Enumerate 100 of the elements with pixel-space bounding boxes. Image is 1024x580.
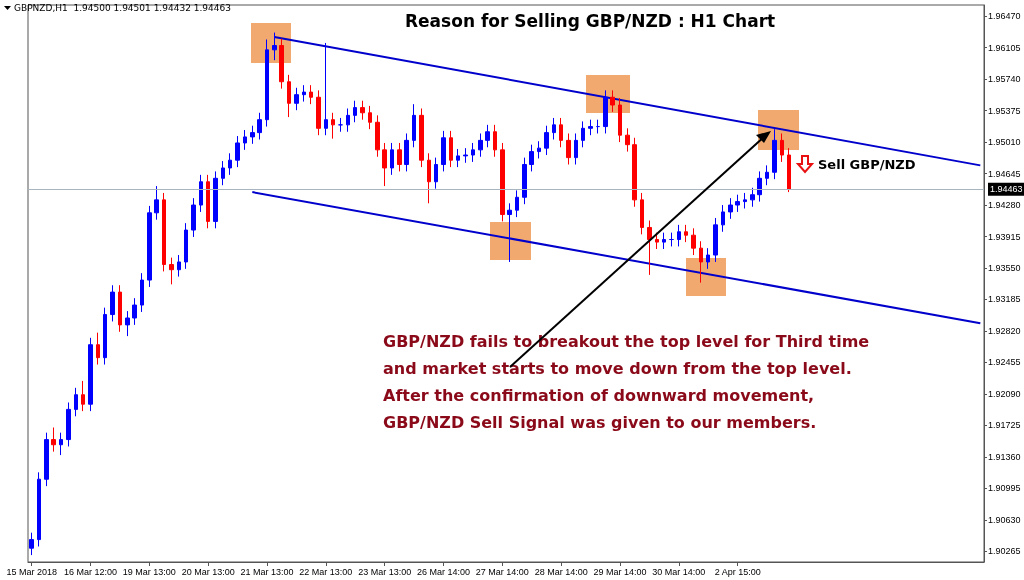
candlestick [757, 170, 762, 203]
candlestick [772, 128, 777, 180]
y-tick-label: 1.93915 [988, 231, 1021, 242]
annotation: Sell GBP/NZD [818, 157, 916, 172]
candlestick [463, 147, 468, 164]
annotation: GBP/NZD fails to breakout the top level for Third time and market starts to move down from the top level. After the confirmation of downward movement, GBP/NZD Sell Signal was given to our members. [383, 332, 870, 432]
ref-line-label: 1.94463 [990, 184, 1023, 195]
candlestick [265, 38, 269, 128]
candlestick [279, 38, 284, 90]
candlestick [404, 132, 409, 172]
candlestick [478, 132, 483, 158]
x-tick-label: 27 Mar 14:00 [475, 566, 529, 577]
candlestick [154, 185, 159, 221]
y-tick-label: 1.95740 [988, 74, 1021, 85]
candlestick [728, 197, 733, 220]
candlestick [552, 117, 556, 141]
candlestick [750, 187, 755, 208]
y-tick-label: 1.90265 [988, 546, 1021, 557]
candlestick [353, 100, 357, 123]
candlestick [699, 240, 703, 284]
candlestick [632, 137, 637, 208]
candlestick [125, 310, 130, 337]
candlestick [537, 140, 541, 159]
candlestick [309, 84, 313, 105]
candlestick [375, 114, 380, 158]
candlestick [588, 119, 593, 136]
candlestick [780, 132, 784, 163]
candlestick [29, 532, 34, 556]
candlestick [507, 202, 512, 263]
candlestick [434, 157, 438, 190]
candlestick [706, 247, 710, 270]
candlestick [257, 112, 262, 141]
candlestick [37, 471, 41, 547]
y-tick-label: 1.90995 [988, 483, 1021, 494]
candlestick [66, 401, 71, 447]
candlestick [346, 107, 350, 133]
candlestick [743, 192, 747, 209]
x-tick-label: 29 Mar 14:00 [593, 566, 647, 577]
candlestick [713, 217, 718, 263]
candlestick [449, 130, 453, 168]
candlestick [44, 432, 49, 487]
candlestick [338, 117, 343, 133]
candlestick [118, 284, 122, 333]
candlestick [316, 89, 321, 136]
candlestick [221, 160, 225, 186]
candlestick [581, 120, 585, 148]
x-tick-label: 23 Mar 13:00 [358, 566, 412, 577]
candlestick [669, 232, 674, 247]
y-tick-label: 1.91360 [988, 451, 1021, 462]
candlestick [368, 105, 372, 130]
candlestick [647, 220, 652, 276]
candlestick [110, 284, 115, 322]
x-tick-label: 30 Mar 14:00 [652, 566, 706, 577]
x-tick-label: 19 Mar 13:00 [122, 566, 176, 577]
candlestick [522, 157, 527, 205]
x-tick-label: 28 Mar 14:00 [534, 566, 588, 577]
x-tick-label: 21 Mar 13:00 [240, 566, 294, 577]
candlestick [493, 124, 497, 158]
y-tick-label: 1.95375 [988, 105, 1021, 116]
candlestick [500, 142, 505, 222]
candlestick [382, 142, 387, 187]
candlestick [427, 152, 431, 204]
candlestick [51, 426, 56, 453]
candlestick [213, 170, 218, 229]
candlestick [529, 144, 534, 172]
candlestick [81, 380, 85, 412]
candlestick [331, 112, 335, 140]
candlestick [287, 74, 291, 118]
y-tick-label: 1.94645 [988, 168, 1021, 179]
candlestick [566, 132, 571, 166]
y-tick-label: 1.92090 [988, 388, 1021, 399]
candlestick [132, 297, 137, 326]
candlestick [324, 42, 328, 136]
candlestick [618, 97, 622, 143]
candlestick [625, 127, 630, 153]
candlestick [765, 164, 769, 186]
candlestick [250, 125, 255, 145]
candlestick [603, 89, 608, 134]
candlestick [419, 107, 424, 168]
candlestick [485, 124, 490, 148]
x-tick-label: 16 Mar 12:00 [63, 566, 118, 577]
candlestick [456, 148, 460, 168]
y-tick-label: 1.90630 [988, 514, 1021, 525]
candlestick [515, 189, 519, 218]
candlestick [360, 100, 365, 121]
candlestick [169, 257, 174, 285]
candlestick [677, 224, 681, 247]
candlestick [397, 142, 402, 172]
candlestick [74, 387, 78, 417]
candlestick [684, 224, 688, 243]
candlestick [640, 192, 644, 235]
x-tick-label: 15 Mar 2018 [6, 566, 57, 577]
x-tick-label: 20 Mar 13:00 [181, 566, 235, 577]
y-tick-label: 1.91725 [988, 420, 1021, 431]
candlestick [199, 174, 203, 213]
candlestick [662, 232, 666, 250]
candlestick [721, 204, 725, 233]
x-tick-label: 2 Apr 15:00 [714, 566, 761, 577]
candlestick [103, 307, 107, 366]
chart-title: Reason for Selling GBP/NZD : H1 Chart [405, 10, 776, 31]
